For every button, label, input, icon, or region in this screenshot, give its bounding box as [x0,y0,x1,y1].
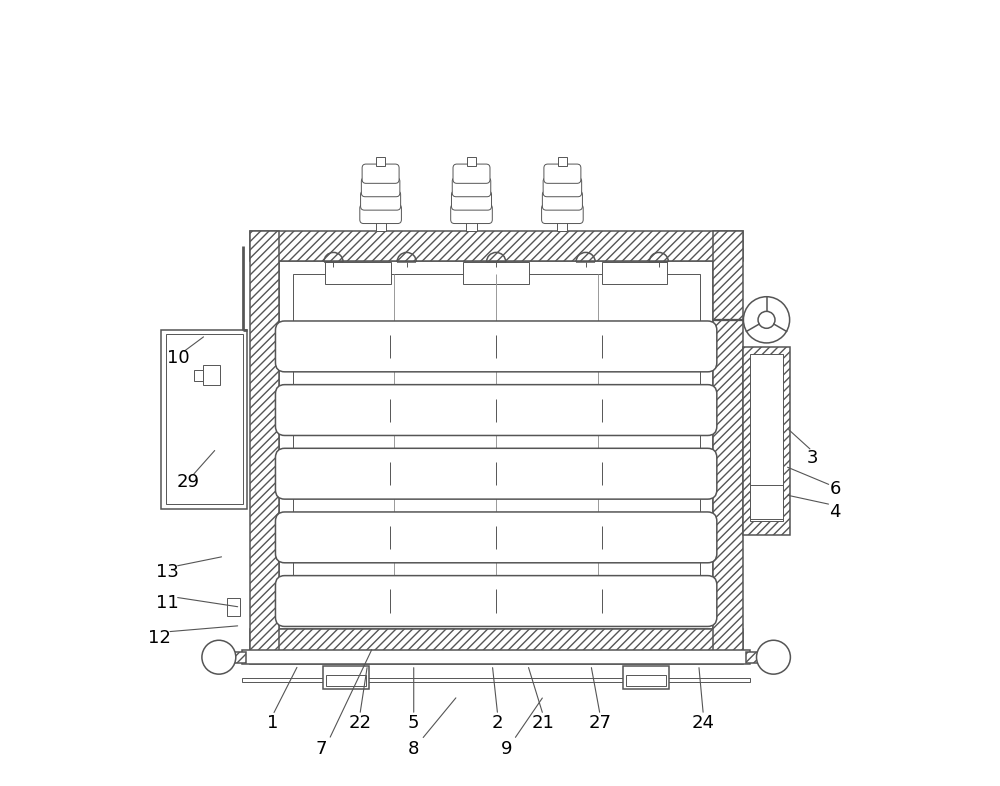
Bar [750,354,783,521]
Bar [242,678,750,681]
Bar [250,231,743,260]
FancyBboxPatch shape [361,178,400,196]
FancyBboxPatch shape [451,204,492,223]
Bar [250,656,743,664]
Bar [250,630,743,659]
FancyBboxPatch shape [361,191,401,210]
Bar [194,369,203,381]
Circle shape [758,311,775,329]
Bar [293,274,700,615]
Bar [602,262,667,284]
FancyBboxPatch shape [275,321,717,372]
Bar [326,675,366,685]
FancyBboxPatch shape [275,384,717,435]
FancyBboxPatch shape [275,512,717,563]
Bar [713,231,743,659]
FancyBboxPatch shape [544,164,581,183]
FancyBboxPatch shape [275,575,717,626]
Text: 3: 3 [806,450,818,468]
Text: 4: 4 [829,503,841,521]
Text: 29: 29 [177,472,200,490]
Text: 6: 6 [829,480,841,498]
Bar [250,231,279,659]
Bar [242,650,750,664]
Bar [467,157,476,166]
FancyBboxPatch shape [542,191,582,210]
Text: 8: 8 [408,740,419,758]
FancyBboxPatch shape [451,191,492,210]
Bar [463,262,529,284]
Text: 1: 1 [267,714,278,732]
Bar [376,157,385,166]
Bar [227,652,246,663]
Bar [558,157,567,166]
FancyBboxPatch shape [452,178,491,196]
Bar [323,666,369,689]
Text: 24: 24 [692,714,715,732]
Text: 11: 11 [156,593,179,612]
Bar [750,485,783,520]
Bar [203,365,220,385]
Bar [376,219,386,231]
Bar [466,219,477,231]
Bar [623,666,669,689]
Text: 2: 2 [492,714,503,732]
Text: 12: 12 [148,629,171,647]
FancyBboxPatch shape [360,204,401,223]
Bar [325,262,391,284]
Text: 5: 5 [408,714,419,732]
Circle shape [202,641,236,674]
Text: 27: 27 [589,714,612,732]
Text: 7: 7 [316,740,327,758]
FancyBboxPatch shape [453,164,490,183]
Bar [626,675,666,685]
FancyBboxPatch shape [275,448,717,499]
Bar [227,598,240,616]
Text: 9: 9 [500,740,512,758]
Circle shape [743,296,790,343]
FancyBboxPatch shape [542,204,583,223]
Text: 22: 22 [348,714,371,732]
Bar [557,219,567,231]
Circle shape [757,641,790,674]
Text: 10: 10 [167,349,189,367]
FancyBboxPatch shape [362,164,399,183]
Bar [166,334,243,505]
Bar [746,652,766,663]
Bar [279,260,713,630]
Bar [743,347,790,534]
FancyBboxPatch shape [543,178,582,196]
Text: 21: 21 [532,714,555,732]
Text: 13: 13 [156,563,179,581]
Bar [161,329,247,509]
